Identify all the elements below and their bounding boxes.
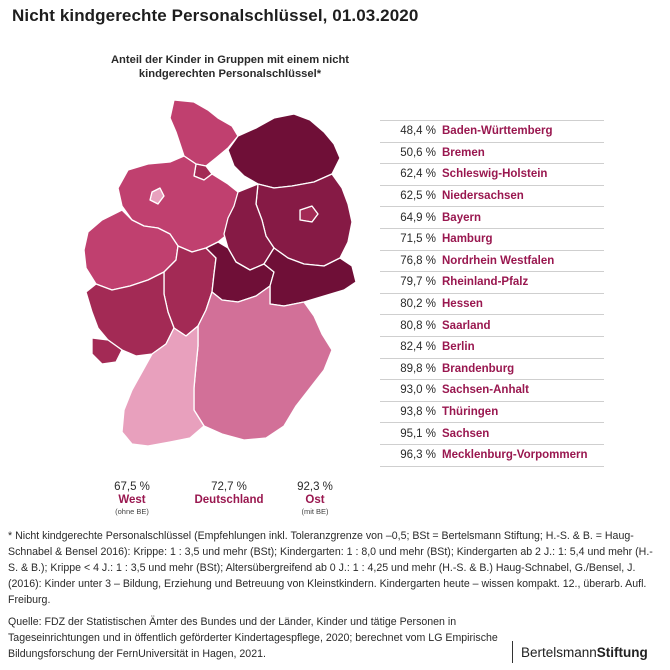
ranking-row: 76,8 % Nordrhein Westfalen xyxy=(380,251,604,273)
ranking-row: 93,0 % Sachsen-Anhalt xyxy=(380,380,604,402)
ranking-value: 95,1 % xyxy=(400,427,436,440)
ranking-row: 62,4 % Schleswig-Holstein xyxy=(380,164,604,186)
ranking-row: 80,2 % Hessen xyxy=(380,294,604,316)
logo-part2: Stiftung xyxy=(596,644,648,660)
ranking-value: 80,8 % xyxy=(400,319,436,332)
ranking-value: 48,4 % xyxy=(400,125,436,138)
ranking-state-name: Niedersachsen xyxy=(442,190,524,203)
ranking-value: 82,4 % xyxy=(400,341,436,354)
ranking-state-name: Bremen xyxy=(442,146,485,159)
bertelsmann-logo: Bertelsmann Stiftung xyxy=(512,641,648,663)
ranking-state-name: Saarland xyxy=(442,319,491,332)
ranking-row: 96,3 % Mecklenburg-Vorpommern xyxy=(380,445,604,467)
ranking-value: 79,7 % xyxy=(400,276,436,289)
ranking-state-name: Baden-Württemberg xyxy=(442,125,553,138)
ranking-state-name: Sachsen xyxy=(442,427,490,440)
ranking-state-name: Hamburg xyxy=(442,233,493,246)
summary-east: 92,3 % Ost (mit BE) xyxy=(260,480,370,517)
ranking-row: 82,4 % Berlin xyxy=(380,337,604,359)
ranking-state-name: Sachsen-Anhalt xyxy=(442,384,529,397)
ranking-row: 62,5 % Niedersachsen xyxy=(380,186,604,208)
logo-part1: Bertelsmann xyxy=(521,644,597,660)
ranking-row: 64,9 % Bayern xyxy=(380,207,604,229)
summary-east-value: 92,3 % xyxy=(297,481,333,493)
ranking-state-name: Thüringen xyxy=(442,406,499,419)
ranking-state-name: Berlin xyxy=(442,341,475,354)
summary-west-label: West xyxy=(118,494,146,506)
state-bayern[interactable] xyxy=(193,285,333,441)
ranking-value: 64,9 % xyxy=(400,211,436,224)
state-saarland[interactable] xyxy=(91,337,123,365)
germany-map xyxy=(83,99,357,447)
ranking-value: 71,5 % xyxy=(400,233,436,246)
ranking-row: 48,4 % Baden-Württemberg xyxy=(380,120,604,143)
ranking-state-name: Rheinland-Pfalz xyxy=(442,276,529,289)
ranking-row: 89,8 % Brandenburg xyxy=(380,359,604,381)
summary-east-note: (mit BE) xyxy=(301,507,329,516)
ranking-value: 50,6 % xyxy=(400,146,436,159)
ranking-state-name: Bayern xyxy=(442,211,481,224)
ranking-value: 96,3 % xyxy=(400,449,436,462)
ranking-row: 50,6 % Bremen xyxy=(380,143,604,165)
ranking-value: 89,8 % xyxy=(400,362,436,375)
ranking-state-name: Schleswig-Holstein xyxy=(442,168,548,181)
summary-east-label: Ost xyxy=(305,494,325,506)
ranking-value: 93,0 % xyxy=(400,384,436,397)
ranking-row: 93,8 % Thüringen xyxy=(380,402,604,424)
ranking-row: 80,8 % Saarland xyxy=(380,315,604,337)
ranking-value: 80,2 % xyxy=(400,298,436,311)
ranking-value: 76,8 % xyxy=(400,254,436,267)
ranking-value: 62,4 % xyxy=(400,168,436,181)
ranking-value: 62,5 % xyxy=(400,190,436,203)
ranking-list: 48,4 % Baden-Württemberg 50,6 % Bremen 62,4 … xyxy=(380,120,604,467)
ranking-row: 95,1 % Sachsen xyxy=(380,423,604,445)
state-mecklenburg-vorpommern[interactable] xyxy=(227,113,341,189)
summary-germany: 72,7 % Deutschland xyxy=(174,480,284,507)
summary-west-value: 67,5 % xyxy=(114,481,150,493)
state-schleswig-holstein[interactable] xyxy=(169,99,239,167)
footnote: * Nicht kindgerechte Personalschlüssel (… xyxy=(8,530,653,606)
page-title: Nicht kindgerechte Personalschlüssel, 01… xyxy=(12,6,419,25)
ranking-state-name: Hessen xyxy=(442,298,483,311)
ranking-row: 79,7 % Rheinland-Pfalz xyxy=(380,272,604,294)
ranking-state-name: Brandenburg xyxy=(442,362,515,375)
summary-west: 67,5 % West (ohne BE) xyxy=(77,480,187,517)
ranking-row: 71,5 % Hamburg xyxy=(380,229,604,251)
ranking-state-name: Mecklenburg-Vorpommern xyxy=(442,449,588,462)
summary-germany-value: 72,7 % xyxy=(211,481,247,493)
state-baden-wuerttemberg[interactable] xyxy=(121,325,205,447)
ranking-value: 93,8 % xyxy=(400,406,436,419)
map-caption: Anteil der Kinder in Gruppen mit einem n… xyxy=(110,54,350,80)
summary-germany-label: Deutschland xyxy=(194,494,264,506)
source-note: Quelle: FDZ der Statistischen Ämter des … xyxy=(8,616,498,660)
ranking-state-name: Nordrhein Westfalen xyxy=(442,254,555,267)
summary-west-note: (ohne BE) xyxy=(115,507,149,516)
